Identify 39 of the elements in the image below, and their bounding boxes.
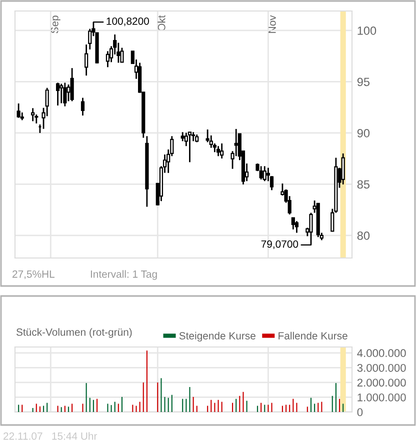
candlestick	[294, 220, 299, 234]
annotation: 79,0700	[261, 240, 298, 250]
y-tick-label: 95	[357, 78, 370, 86]
y-tick-label: 4.000.000	[357, 349, 406, 358]
x-tick-label: Nov	[268, 15, 276, 33]
y-tick-label: 85	[357, 180, 370, 189]
text: Intervall: 1 Tag	[90, 270, 157, 280]
candlestick	[56, 82, 60, 106]
candlestick	[291, 216, 295, 230]
candlestick	[84, 44, 88, 76]
candlestick	[16, 102, 20, 118]
candlestick	[70, 67, 74, 102]
candlestick	[259, 165, 263, 180]
candlestick	[45, 87, 49, 117]
candlestick	[120, 47, 124, 63]
legend-label: Steigende Kurse	[179, 332, 256, 342]
y-tick-label: 100	[358, 26, 376, 35]
candlestick	[220, 142, 224, 160]
annotation: 100,8200	[106, 17, 149, 26]
chart-title: Stück-Volumen (rot-grün)	[16, 328, 132, 338]
y-tick-label: 80	[357, 231, 370, 240]
candlestick	[188, 131, 192, 163]
y-tick-label: 0	[357, 408, 363, 416]
y-tick-label: 1.000.000	[358, 393, 406, 402]
y-tick-label: 3.000.000	[357, 364, 406, 372]
y-tick-label: 2.000.000	[357, 378, 406, 387]
candlestick	[262, 165, 266, 182]
y-tick-label: 90	[357, 128, 370, 138]
candlestick	[216, 145, 220, 157]
candlestick	[106, 50, 110, 68]
candlestick	[180, 131, 184, 142]
candlestick	[31, 107, 35, 122]
candlestick	[341, 152, 345, 186]
candlestick	[80, 97, 85, 116]
text: 27,5%HL	[12, 270, 55, 280]
candlestick	[63, 82, 67, 108]
candlestick	[60, 83, 64, 104]
legend-label: Fallende Kurse	[278, 332, 348, 340]
candlestick	[234, 128, 238, 157]
